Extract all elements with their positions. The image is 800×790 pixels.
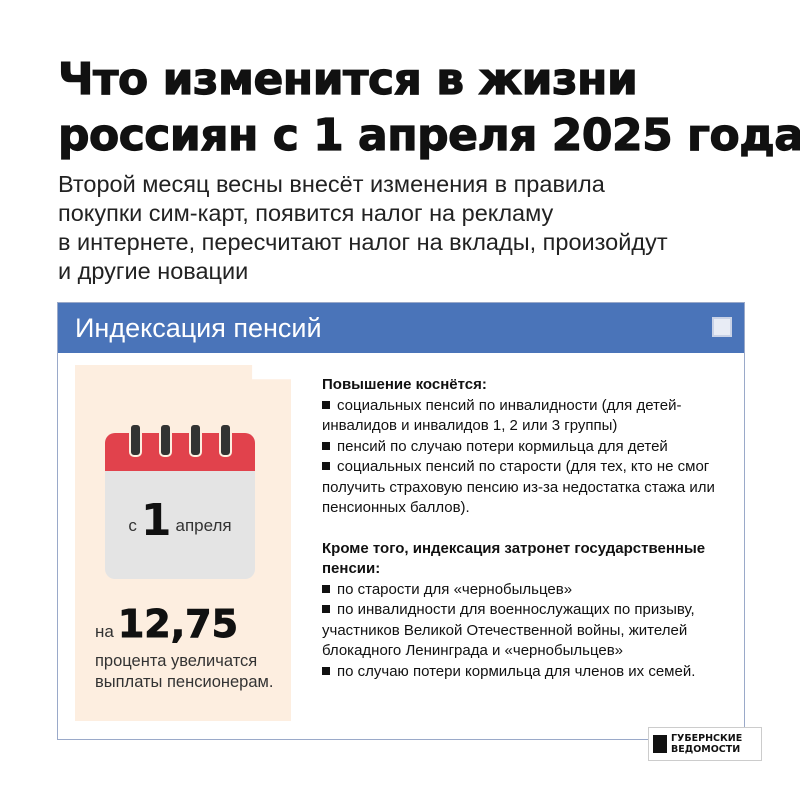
details: Повышение коснётся: социальных пенсий по … <box>322 375 722 702</box>
title-line: Что изменится в жизни <box>57 53 638 105</box>
stat-value: 12,75 <box>117 602 239 647</box>
logo: ГУБЕРНСКИЕ ВЕДОМОСТИ <box>648 727 762 761</box>
logo-text: ГУБЕРНСКИЕ ВЕДОМОСТИ <box>671 733 742 755</box>
calendar-header <box>105 433 255 471</box>
section: Кроме того, индексация затронет государс… <box>322 539 722 683</box>
section-heading: Повышение коснётся: <box>322 376 487 393</box>
section-heading: Кроме того, индексация затронет государс… <box>322 539 706 578</box>
list-item: по инвалидности для военнослужащих по пр… <box>322 600 722 662</box>
subtitle-line: в интернете, пересчитают налог на вклады… <box>58 229 668 255</box>
subtitle-line: Второй месяц весны внесёт изменения в пр… <box>58 171 605 197</box>
date-day: 1 <box>140 495 172 546</box>
subtitle-line: покупки сим-карт, появится налог на рекл… <box>58 200 554 226</box>
calendar-ring <box>129 423 142 457</box>
info-card: с1 апреля на 12,75 процента увеличатся выпл… <box>75 365 291 721</box>
list-item: по старости для «чернобыльцев» <box>322 580 722 601</box>
panel-header: Индексация пенсий <box>58 303 744 353</box>
logo-line: ВЕДОМОСТИ <box>671 744 741 755</box>
panel-title: Индексация пенсий <box>75 313 322 343</box>
date-prefix: с <box>128 516 137 535</box>
list-item: социальных пенсий по старости (для тех, … <box>322 457 722 519</box>
caption-line: выплаты пенсионерам. <box>95 673 274 691</box>
calendar-ring <box>159 423 172 457</box>
date-month: апреля <box>175 516 232 535</box>
stat-caption: процента увеличатся выплаты пенсионерам. <box>95 651 273 693</box>
subtitle: Второй месяц весны внесёт изменения в пр… <box>58 170 668 286</box>
stat-prefix: на <box>95 622 114 641</box>
panel: Индексация пенсий с1 апреля на 12,75 проце… <box>57 302 745 740</box>
caption-line: процента увеличатся <box>95 652 258 670</box>
calendar-ring <box>219 423 232 457</box>
logo-line: ГУБЕРНСКИЕ <box>671 733 743 744</box>
list-item: социальных пенсий по инвалидности (для д… <box>322 396 722 437</box>
title: Что изменится в жизни россиян с 1 апреля … <box>57 52 800 164</box>
list-item: по случаю потери кормильца для членов их… <box>322 662 722 683</box>
logo-icon <box>653 735 667 753</box>
title-line: россиян с 1 апреля 2025 года <box>57 109 800 161</box>
calendar-ring <box>189 423 202 457</box>
section: Повышение коснётся: социальных пенсий по … <box>322 375 722 519</box>
stat: на 12,75 <box>95 602 239 647</box>
date: с1 апреля <box>105 495 255 546</box>
window-button[interactable] <box>712 317 732 337</box>
subtitle-line: и другие новации <box>58 258 249 284</box>
list-item: пенсий по случаю потери кормильца для де… <box>322 437 722 458</box>
